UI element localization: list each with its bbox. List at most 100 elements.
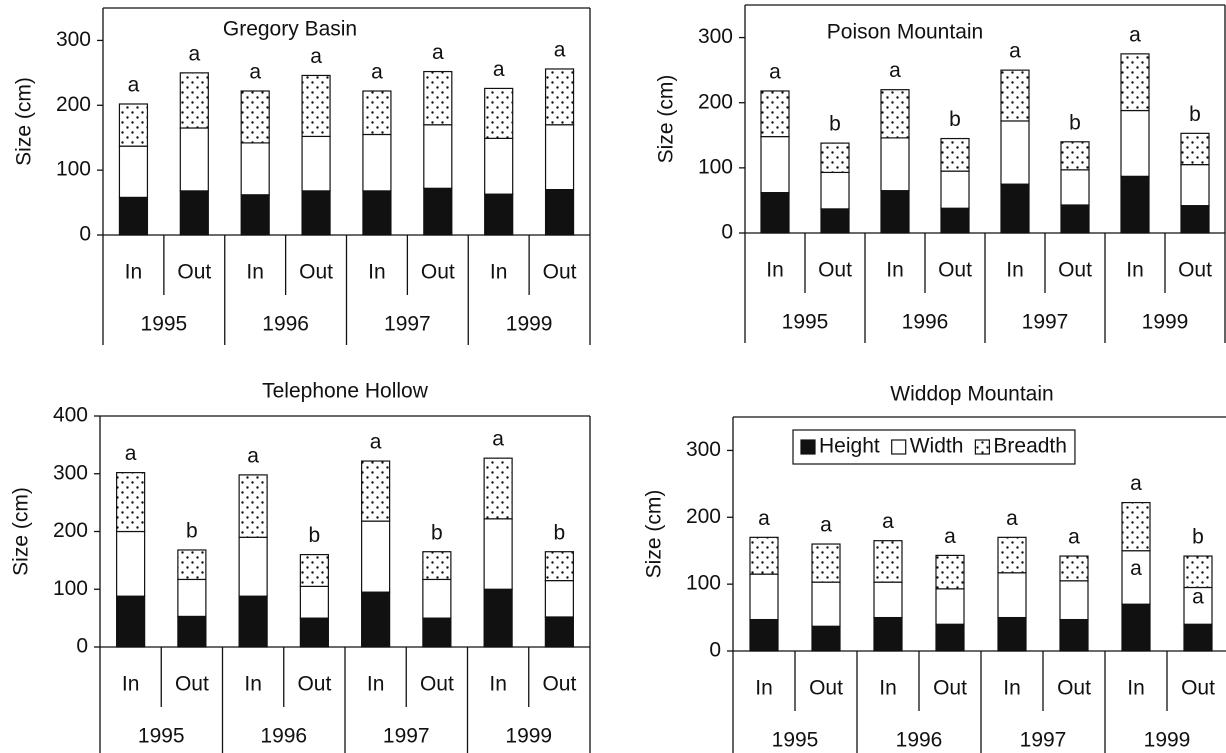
group-label: 1996 — [262, 313, 309, 336]
bar-segment — [880, 137, 910, 192]
bar-segment — [177, 615, 207, 648]
bar-segment — [483, 457, 513, 520]
bar-segment — [811, 625, 841, 652]
bar-segment — [811, 581, 841, 627]
bar-segment — [880, 190, 910, 234]
bar-segment — [1183, 586, 1213, 625]
y-tick-label: 0 — [709, 639, 721, 662]
bar-label: a — [371, 61, 383, 84]
bar-segment — [1180, 205, 1210, 234]
bar-segment — [299, 585, 329, 619]
bar-segment — [749, 618, 779, 652]
bar-segment — [935, 588, 965, 625]
bar-segment — [935, 623, 965, 652]
bar-segment — [240, 194, 270, 236]
bar-label: a — [370, 431, 382, 454]
bar-label: b — [1192, 526, 1204, 549]
bar-segment — [997, 616, 1027, 652]
bar-segment — [422, 578, 452, 619]
bar-segment — [118, 103, 149, 147]
x-tick-label: In — [1003, 677, 1021, 700]
bar-segment — [116, 471, 146, 533]
bar-segment — [544, 124, 575, 191]
bar-segment — [423, 70, 453, 126]
bar-label: a — [769, 61, 781, 84]
bar-segment — [118, 145, 149, 198]
x-tick-label: In — [879, 677, 897, 700]
bar-segment — [880, 89, 910, 139]
bar-label: b — [309, 524, 321, 547]
y-tick-label: 300 — [686, 438, 721, 461]
bar-segment — [240, 90, 270, 144]
bar-label: b — [829, 113, 841, 136]
group-label: 1997 — [383, 725, 430, 748]
y-tick-label: 0 — [721, 221, 733, 244]
bar-segment — [362, 133, 392, 192]
y-tick-label: 200 — [686, 505, 721, 528]
group-label: 1996 — [896, 729, 943, 752]
group-label: 1996 — [902, 311, 949, 334]
bar-label: a — [882, 510, 894, 533]
y-tick-label: 300 — [53, 461, 88, 484]
bar-segment — [1000, 69, 1030, 122]
chart-title: Gregory Basin — [223, 18, 357, 41]
group-label: 1999 — [505, 725, 552, 748]
x-tick-label: Out — [175, 673, 209, 696]
bar-segment — [544, 68, 575, 126]
bar-label: a — [889, 59, 901, 82]
bar-segment — [238, 474, 268, 538]
x-tick-label: In — [1126, 259, 1144, 282]
bar-segment — [483, 518, 513, 590]
x-tick-label: Out — [542, 673, 576, 696]
x-tick-label: Out — [809, 677, 843, 700]
x-tick-label: Out — [933, 677, 967, 700]
y-tick-label: 100 — [53, 577, 88, 600]
bar-segment — [1000, 183, 1030, 234]
legend-label: Width — [910, 435, 964, 458]
bar-segment — [1183, 555, 1213, 589]
bar-segment — [873, 581, 903, 619]
y-tick-label: 200 — [53, 519, 88, 542]
bar-label: a — [1006, 507, 1018, 530]
bar-segment — [179, 127, 209, 192]
bar-segment — [811, 543, 841, 583]
y-tick-label: 100 — [686, 572, 721, 595]
bar-segment — [1060, 169, 1090, 206]
x-tick-label: In — [1127, 677, 1145, 700]
x-tick-label: In — [122, 673, 140, 696]
group-label: 1995 — [782, 311, 829, 334]
bar-segment — [301, 190, 331, 236]
group-label: 1995 — [138, 725, 185, 748]
bar-segment — [997, 536, 1027, 574]
bar-segment — [544, 551, 574, 582]
bar-segment — [1120, 53, 1150, 112]
legend-label: Breadth — [993, 435, 1067, 458]
bar-segment — [760, 90, 790, 138]
bar-segment — [760, 135, 790, 194]
bar-segment — [362, 90, 392, 136]
x-tick-label: Out — [543, 261, 577, 284]
legend-swatch — [891, 439, 907, 455]
x-tick-label: Out — [299, 261, 333, 284]
group-label: 1999 — [506, 313, 553, 336]
bar-label: a — [944, 525, 956, 548]
x-tick-label: In — [368, 261, 386, 284]
bar-segment — [1180, 132, 1210, 166]
bar-segment — [1121, 550, 1151, 605]
bar-segment — [423, 124, 453, 189]
x-tick-label: Out — [1181, 677, 1215, 700]
bar-segment — [940, 170, 970, 209]
bar-segment — [177, 578, 207, 617]
bar-segment — [820, 171, 850, 210]
bar-segment — [544, 189, 575, 236]
bar-label: b — [1189, 103, 1201, 126]
bar-segment — [177, 549, 207, 581]
x-tick-label: In — [490, 261, 508, 284]
bar-segment — [1121, 603, 1151, 652]
chart-title: Widdop Mountain — [890, 383, 1053, 406]
bar-label: a — [1130, 472, 1142, 495]
bar-segment — [423, 187, 453, 236]
x-tick-label: Out — [1057, 677, 1091, 700]
x-tick-label: Out — [421, 261, 455, 284]
